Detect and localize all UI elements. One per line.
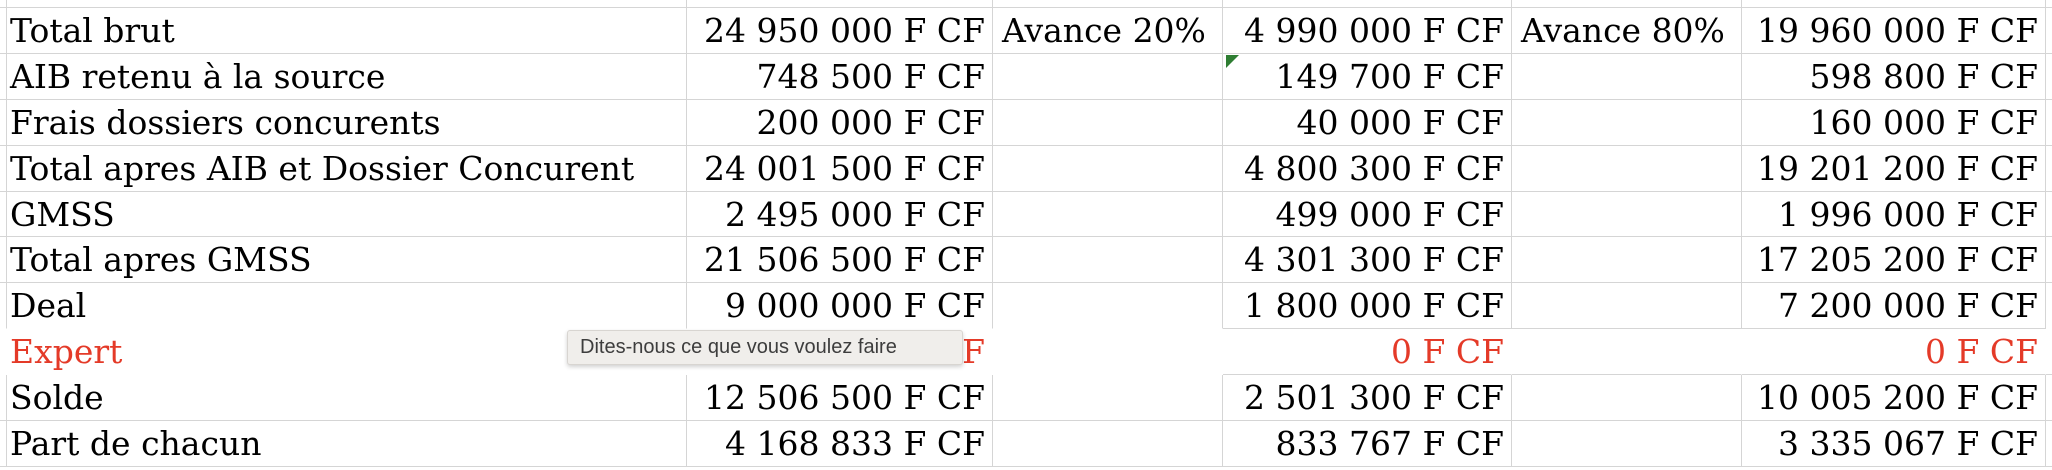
- cell-avance20-label[interactable]: [993, 145, 1223, 192]
- cell-total[interactable]: 24 001 500 F CF: [687, 145, 993, 192]
- cell-avance20-label[interactable]: [993, 329, 1223, 375]
- cell-avance20-label[interactable]: [993, 375, 1223, 422]
- cell-edge[interactable]: [2046, 283, 2052, 329]
- row-left-gutter[interactable]: [0, 375, 7, 422]
- cell-total[interactable]: 21 506 500 F CF: [687, 237, 993, 284]
- spacer-cell: [7, 0, 687, 8]
- cell-label[interactable]: Total apres GMSS: [7, 237, 687, 284]
- cell-avance20-label[interactable]: [993, 421, 1223, 467]
- cell-avance20-label[interactable]: [993, 191, 1223, 238]
- cell-edge[interactable]: [2046, 8, 2052, 54]
- cell-avance80[interactable]: 17 205 200 F CF: [1742, 237, 2046, 284]
- cell-avance80[interactable]: 160 000 F CF: [1742, 99, 2046, 146]
- cell-avance80-label[interactable]: Avance 80%: [1512, 8, 1742, 54]
- cell-total[interactable]: 2 495 000 F CF: [687, 191, 993, 238]
- cell-total[interactable]: 24 950 000 F CF: [687, 8, 993, 54]
- cell-avance80[interactable]: 1 996 000 F CF: [1742, 191, 2046, 238]
- tooltip-text: Dites-nous ce que vous voulez faire: [580, 336, 897, 358]
- cell-avance80-label[interactable]: [1512, 421, 1742, 467]
- cell-avance20-label[interactable]: Avance 20%: [993, 8, 1223, 54]
- cell-avance20[interactable]: 40 000 F CF: [1223, 99, 1512, 146]
- cell-avance80[interactable]: 19 960 000 F CF: [1742, 8, 2046, 54]
- cell-avance20[interactable]: 4 990 000 F CF: [1223, 8, 1512, 54]
- cell-edge[interactable]: [2046, 192, 2052, 238]
- row-left-gutter[interactable]: [0, 53, 7, 100]
- cell-avance20-label[interactable]: [993, 283, 1223, 330]
- cell-avance80[interactable]: 7 200 000 F CF: [1742, 283, 2046, 330]
- row-left-gutter[interactable]: [0, 237, 7, 284]
- row-left-gutter[interactable]: [0, 191, 7, 238]
- cell-label[interactable]: Frais dossiers concurents: [7, 99, 687, 146]
- cell-label[interactable]: Part de chacun: [7, 421, 687, 467]
- error-indicator-triangle-icon: [1226, 55, 1239, 68]
- cell-total[interactable]: 9 000 000 F CF: [687, 283, 993, 330]
- cell-edge[interactable]: [2046, 421, 2052, 467]
- cell-avance20[interactable]: 4 301 300 F CF: [1223, 237, 1512, 284]
- cell-avance80[interactable]: 598 800 F CF: [1742, 53, 2046, 100]
- cell-edge[interactable]: [2046, 100, 2052, 146]
- spacer-cell: [1223, 0, 1512, 8]
- spacer-cell: [1742, 0, 2046, 8]
- cell-avance20[interactable]: 1 800 000 F CF: [1223, 283, 1512, 330]
- cell-avance80-label[interactable]: [1512, 375, 1742, 422]
- cell-avance80-label[interactable]: [1512, 145, 1742, 192]
- cell-avance20-label[interactable]: [993, 53, 1223, 100]
- cell-label[interactable]: Deal: [7, 283, 687, 330]
- row-left-gutter[interactable]: [0, 99, 7, 146]
- row-left-gutter[interactable]: [0, 421, 7, 467]
- cell-avance20[interactable]: 4 800 300 F CF: [1223, 145, 1512, 192]
- cell-label[interactable]: Total apres AIB et Dossier Concurent: [7, 145, 687, 192]
- cell-total[interactable]: 200 000 F CF: [687, 99, 993, 146]
- cell-avance80-label[interactable]: [1512, 237, 1742, 284]
- cell-avance20[interactable]: 0 F CF: [1223, 329, 1512, 376]
- cell-avance20-label[interactable]: [993, 99, 1223, 146]
- cell-avance80-label[interactable]: [1512, 53, 1742, 100]
- cell-avance80[interactable]: 10 005 200 F CF: [1742, 375, 2046, 422]
- cell-avance80[interactable]: 19 201 200 F CF: [1742, 145, 2046, 192]
- row-left-gutter[interactable]: [0, 8, 7, 54]
- spacer-cell: [2046, 0, 2052, 8]
- cell-avance80-label[interactable]: [1512, 191, 1742, 238]
- cell-avance20[interactable]: 2 501 300 F CF: [1223, 375, 1512, 422]
- cell-edge[interactable]: [2046, 329, 2052, 376]
- cell-avance20[interactable]: 499 000 F CF: [1223, 191, 1512, 238]
- cell-edge[interactable]: [2046, 375, 2052, 422]
- cell-avance80-label[interactable]: [1512, 329, 1742, 376]
- spacer-cell: [993, 0, 1223, 8]
- cell-avance80[interactable]: 3 335 067 F CF: [1742, 421, 2046, 467]
- cell-avance80-label[interactable]: [1512, 99, 1742, 146]
- cell-avance80[interactable]: 0 F CF: [1742, 329, 2046, 376]
- cell-edge[interactable]: [2046, 237, 2052, 284]
- cell-total[interactable]: 748 500 F CF: [687, 53, 993, 100]
- cell-avance20[interactable]: 833 767 F CF: [1223, 421, 1512, 467]
- cell-edge[interactable]: [2046, 54, 2052, 100]
- row-left-gutter[interactable]: [0, 329, 7, 375]
- spacer-cell: [0, 0, 7, 8]
- spacer-cell: [1512, 0, 1742, 8]
- cell-label[interactable]: Solde: [7, 375, 687, 422]
- cell-label[interactable]: Total brut: [7, 8, 687, 54]
- cell-total[interactable]: 4 168 833 F CF: [687, 421, 993, 467]
- cell-avance20[interactable]: 149 700 F CF: [1223, 53, 1512, 100]
- row-left-gutter[interactable]: [0, 283, 7, 330]
- cell-label[interactable]: Expert: [10, 332, 123, 372]
- cell-avance80-label[interactable]: [1512, 283, 1742, 330]
- row-left-gutter[interactable]: [0, 145, 7, 192]
- tooltip: Dites-nous ce que vous voulez faire: [567, 330, 963, 365]
- cell-label[interactable]: GMSS: [7, 191, 687, 238]
- spacer-cell: [687, 0, 993, 8]
- cell-label[interactable]: AIB retenu à la source: [7, 53, 687, 100]
- cell-avance20-label[interactable]: [993, 237, 1223, 284]
- cell-total[interactable]: 12 506 500 F CF: [687, 375, 993, 422]
- cell-edge[interactable]: [2046, 146, 2052, 192]
